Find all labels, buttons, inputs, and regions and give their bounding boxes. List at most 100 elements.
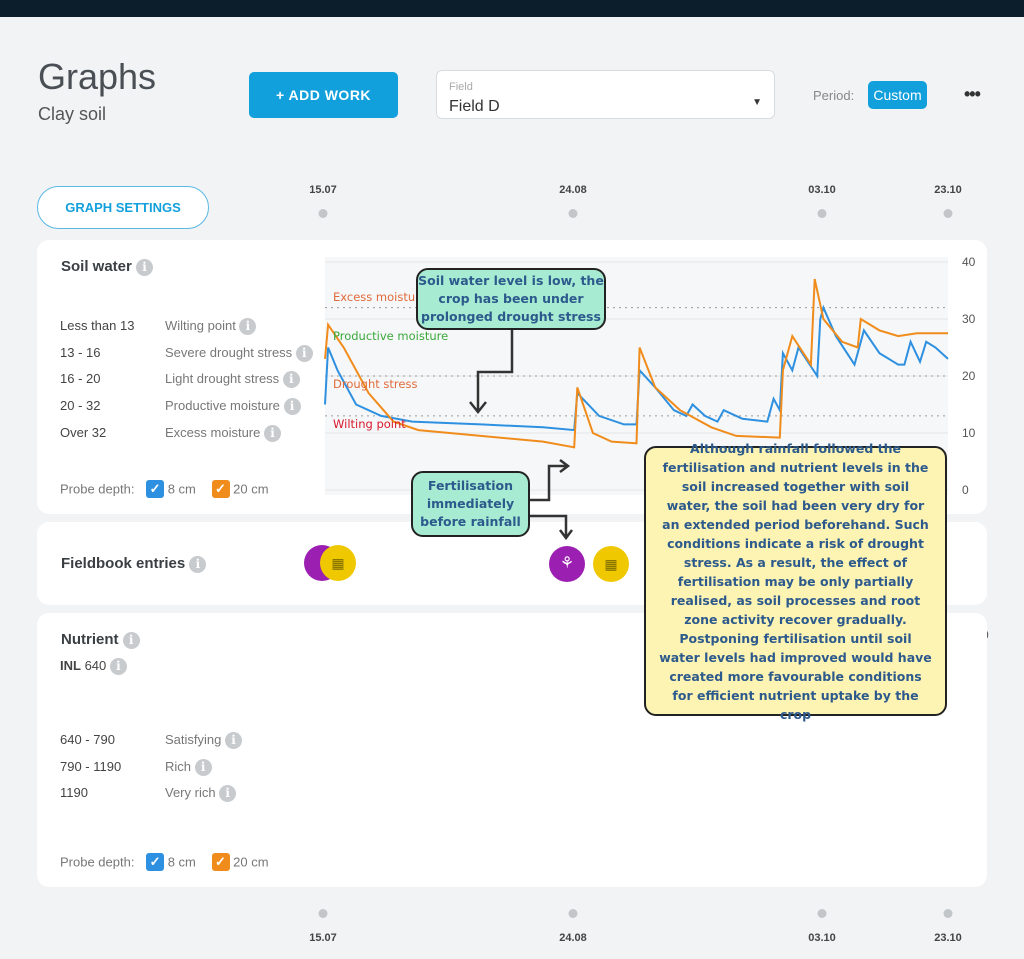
- period-label: Period:: [813, 88, 855, 103]
- info-icon[interactable]: i: [239, 318, 257, 335]
- rain-icon[interactable]: ▦: [593, 546, 629, 582]
- timeline-bottom-marker[interactable]: [943, 909, 953, 918]
- legend-name-text: Wilting point: [165, 318, 236, 333]
- legend-range: 16 - 20: [60, 371, 101, 387]
- info-icon[interactable]: i: [283, 398, 301, 416]
- legend-range: 1190: [60, 785, 88, 800]
- info-icon[interactable]: i: [295, 344, 313, 362]
- legend-name-text: Productive moisture: [165, 398, 280, 414]
- info-icon[interactable]: i: [225, 732, 242, 749]
- info-icon[interactable]: i: [136, 259, 154, 276]
- info-icon[interactable]: i: [219, 785, 237, 802]
- drought-callout: Soil water level is low, the crop has be…: [416, 268, 606, 330]
- field-select[interactable]: Field Field D ▼: [436, 70, 775, 119]
- nutrient-probe-depth: Probe depth: ✓ 8 cm ✓ 20 cm: [60, 853, 269, 871]
- legend-row: 13 - 16 Severe drought stress i: [60, 344, 330, 365]
- nutrient-title: Nutrient i: [61, 631, 140, 649]
- timeline-top-marker[interactable]: [568, 209, 578, 218]
- legend-range: 20 - 32: [60, 398, 101, 414]
- checkbox-20cm[interactable]: ✓: [211, 480, 230, 498]
- probe-8cm-label: 8 cm: [167, 481, 196, 497]
- legend-name: Severe drought stress i: [165, 344, 313, 362]
- legend-name-text: Severe drought stress: [165, 344, 293, 360]
- timeline-top-marker[interactable]: [817, 209, 827, 218]
- legend-name-text: Satisfying: [165, 732, 222, 747]
- legend-name: Very rich i: [165, 785, 237, 802]
- probe-20cm-label: 20 cm: [233, 481, 269, 497]
- legend-name-text: Excess moisture: [165, 424, 261, 440]
- inl-label: INL: [60, 658, 81, 673]
- fieldbook-title: Fieldbook entries i: [61, 555, 207, 573]
- legend-range: Over 32: [60, 424, 107, 440]
- legend-name: Rich i: [165, 758, 212, 776]
- field-label: Field: [449, 81, 473, 93]
- y-tick-label: 20: [962, 369, 976, 383]
- zone-label: Wilting point: [333, 417, 406, 431]
- checkbox-20cm[interactable]: ✓: [211, 853, 230, 871]
- legend-name-text: Light drought stress: [165, 371, 280, 387]
- zone-label: Drought stress: [333, 377, 417, 391]
- inl-value: INL 640 i: [60, 658, 127, 675]
- y-tick-label: 40: [962, 255, 976, 269]
- explanation-callout: Although rainfall followed the fertilisa…: [644, 441, 947, 722]
- zone-label: Excess moisture: [333, 290, 427, 304]
- period-custom-button[interactable]: Custom: [868, 81, 927, 109]
- fertilisation-callout: Fertilisation immediately before rainfal…: [411, 471, 530, 537]
- legend-name-text: Very rich: [165, 785, 216, 800]
- graph-settings-button[interactable]: GRAPH SETTINGS: [37, 186, 209, 229]
- series-line-20cm: [324, 278, 948, 449]
- legend-name: Productive moisture i: [165, 398, 301, 416]
- timeline-top-marker[interactable]: [318, 209, 328, 218]
- add-work-button[interactable]: + ADD WORK: [249, 72, 398, 118]
- legend-row: 20 - 32 Productive moisture i: [60, 398, 330, 418]
- timeline-bottom-marker[interactable]: [568, 909, 578, 918]
- legend-row: 790 - 1190 Rich i: [60, 758, 330, 779]
- top-bar: [0, 0, 1024, 17]
- timeline-top-marker[interactable]: [943, 209, 953, 218]
- legend-name-text: Rich: [165, 758, 192, 774]
- rain-icon[interactable]: ▦: [320, 545, 356, 581]
- checkbox-8cm[interactable]: ✓: [146, 480, 165, 498]
- timeline-top-date: 23.10: [934, 184, 962, 196]
- page-subtitle: Clay soil: [38, 104, 107, 124]
- legend-row: 640 - 790 Satisfying i: [60, 732, 330, 752]
- inl-number: 640: [84, 658, 107, 673]
- soil-water-legend: Less than 13 Wilting point i 13 - 16 Severe…: [60, 318, 330, 448]
- timeline-bottom-marker[interactable]: [817, 909, 827, 918]
- legend-name: Light drought stress i: [165, 371, 300, 389]
- timeline-top-date: 24.08: [559, 184, 587, 196]
- legend-row: Less than 13 Wilting point i: [60, 318, 330, 338]
- zone-label: Productive moisture: [333, 329, 448, 343]
- timeline-bottom-date: 03.10: [808, 932, 836, 944]
- y-tick-label: 0: [962, 483, 969, 497]
- legend-range: 13 - 16: [60, 344, 101, 360]
- nutrient-legend: 640 - 790 Satisfying i 790 - 1190 Rich i 119…: [60, 732, 330, 812]
- soil-water-title: Soil water i: [61, 258, 154, 276]
- timeline-bottom-date: 15.07: [309, 932, 337, 944]
- soil-water-probe-depth: Probe depth: ✓ 8 cm ✓ 20 cm: [60, 480, 269, 498]
- checkbox-8cm[interactable]: ✓: [146, 853, 165, 871]
- legend-name: Excess moisture i: [165, 424, 281, 442]
- legend-row: 1190 Very rich i: [60, 785, 330, 805]
- y-tick-label: 30: [962, 312, 976, 326]
- legend-row: 16 - 20 Light drought stress i: [60, 371, 330, 391]
- legend-range: 790 - 1190: [60, 758, 122, 774]
- chevron-down-icon: ▼: [752, 97, 762, 108]
- fertiliser-icon[interactable]: ⚘: [549, 546, 585, 582]
- legend-range: Less than 13: [60, 318, 135, 333]
- info-icon[interactable]: i: [194, 758, 212, 776]
- info-icon[interactable]: i: [109, 658, 127, 675]
- soil-water-title-text: Soil water: [61, 258, 132, 275]
- probe-depth-label: Probe depth:: [60, 854, 135, 870]
- page-title: Graphs: [38, 56, 157, 97]
- info-icon[interactable]: i: [282, 371, 300, 389]
- info-icon[interactable]: i: [264, 424, 281, 442]
- timeline-bottom-date: 24.08: [559, 932, 587, 944]
- y-tick-label: 10: [962, 426, 976, 440]
- info-icon[interactable]: i: [189, 556, 207, 573]
- timeline-bottom-marker[interactable]: [318, 909, 328, 918]
- probe-depth-label: Probe depth:: [60, 481, 135, 497]
- more-options-icon[interactable]: •••: [964, 84, 981, 104]
- field-value: Field D: [449, 98, 500, 115]
- info-icon[interactable]: i: [122, 632, 140, 649]
